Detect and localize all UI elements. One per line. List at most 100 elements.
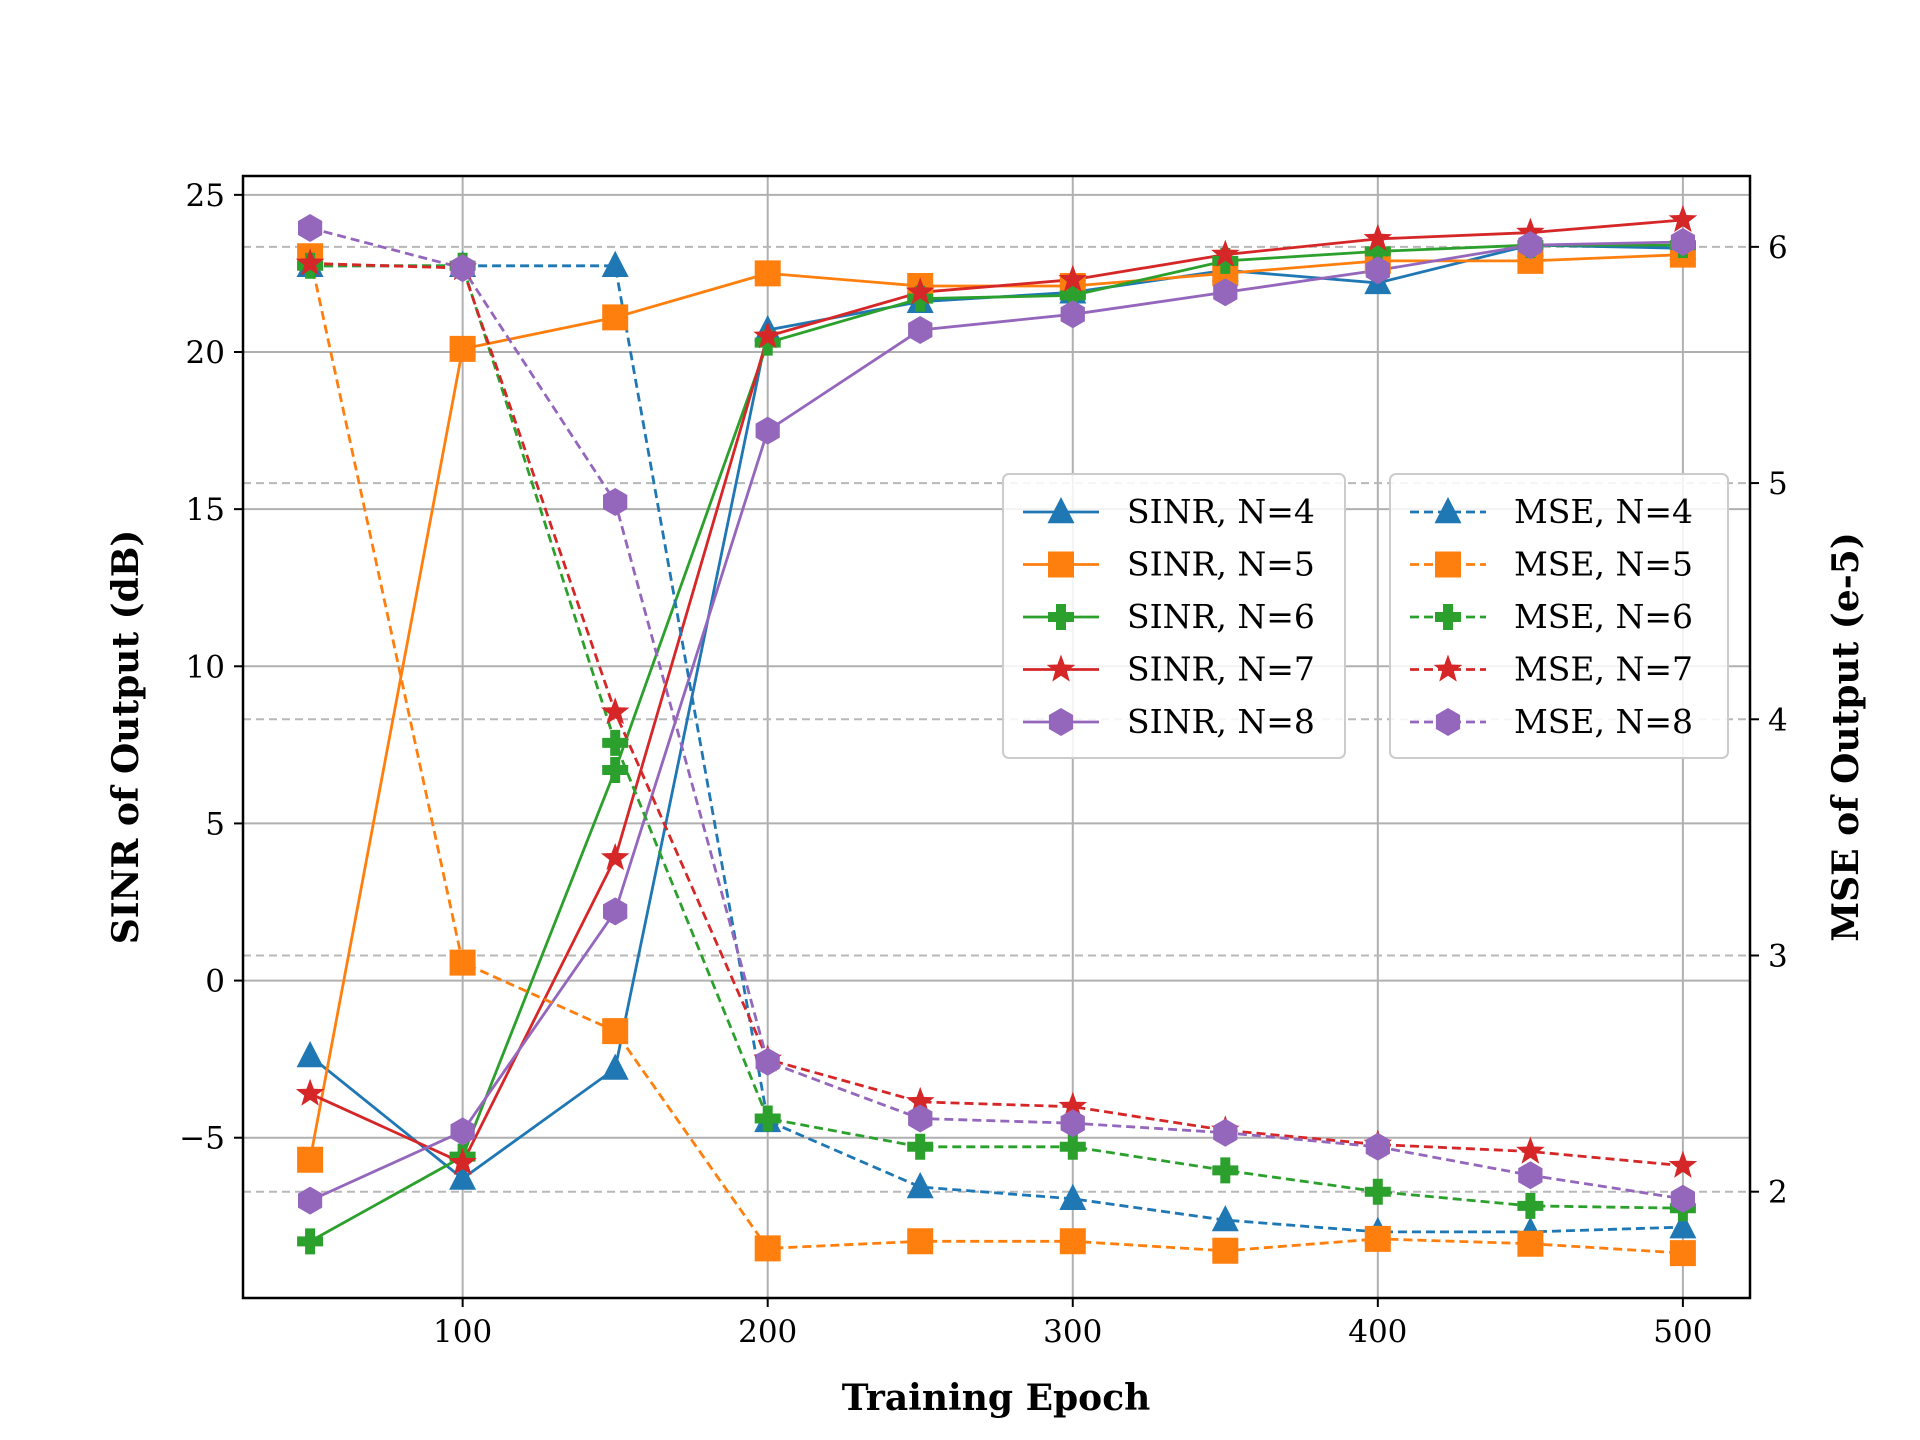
data-point-mse-n-5 — [1059, 1228, 1086, 1255]
axis-ticks: 100 200 300 400 500 25 20 15 10 5 0 −5 6 5 4 3 2 — [179, 178, 1787, 1350]
legend-label-sinr-n-8: SINR, N=8 — [1127, 702, 1315, 741]
left-y-tick-label: 15 — [186, 492, 225, 528]
data-point-mse-n-8 — [1060, 1109, 1085, 1138]
data-point-sinr-n-7 — [1668, 205, 1698, 233]
data-point-mse-n-4 — [1669, 1212, 1697, 1239]
data-point-mse-n-5 — [449, 949, 476, 976]
series-line-sinr-n-8 — [309, 240, 1683, 1202]
data-point-sinr-n-8 — [1670, 228, 1695, 256]
right-y-tick-label: 5 — [1768, 466, 1788, 502]
data-point-mse-n-8 — [908, 1104, 933, 1133]
data-point-mse-n-7 — [906, 1086, 935, 1115]
data-point-mse-n-8 — [1213, 1118, 1238, 1147]
series-line-mse-n-8 — [309, 226, 1684, 1201]
series-line-mse-n-7 — [310, 262, 1684, 1168]
data-point-sinr-n-7 — [753, 321, 782, 349]
data-point-mse-n-4 — [601, 250, 629, 277]
x-tick-label: 300 — [1043, 1314, 1102, 1350]
data-point-sinr-n-8 — [1518, 231, 1543, 260]
data-point-sinr-n-5 — [754, 260, 781, 287]
data-point-sinr-n-8 — [603, 897, 628, 926]
plot-frame — [241, 174, 1752, 1300]
data-point-mse-n-8 — [603, 488, 628, 516]
data-point-mse-n-5 — [907, 1228, 934, 1255]
series-lines — [308, 218, 1684, 1255]
data-point-mse-n-5 — [1212, 1237, 1239, 1264]
data-point-mse-n-8 — [1365, 1132, 1390, 1161]
right-y-tick-label: 3 — [1768, 938, 1788, 974]
data-point-sinr-n-4 — [601, 1053, 629, 1080]
data-point-mse-n-6 — [907, 1133, 934, 1160]
legend-marker-sinr-n-8 — [1048, 708, 1074, 736]
right-y-axis-title: MSE of Output (e-5) — [1825, 532, 1867, 941]
data-point-mse-n-8 — [450, 254, 475, 283]
series-line-mse-n-5 — [308, 256, 1683, 1255]
x-tick-label: 200 — [738, 1314, 797, 1350]
x-axis-title: Training Epoch — [842, 1377, 1151, 1419]
left-y-tick-label: 25 — [186, 178, 225, 214]
legend-label-mse-n-5: MSE, N=5 — [1514, 545, 1693, 584]
data-point-mse-n-4 — [906, 1172, 934, 1199]
data-point-sinr-n-6 — [907, 285, 934, 312]
data-point-sinr-n-8 — [755, 416, 780, 445]
data-point-sinr-n-7 — [1211, 239, 1240, 267]
data-point-sinr-n-7 — [906, 277, 935, 305]
legend-marker-sinr-n-6 — [1048, 604, 1074, 630]
data-point-sinr-n-8 — [1213, 278, 1238, 307]
series-line-sinr-n-6 — [309, 243, 1683, 1243]
right-y-tick-label: 2 — [1768, 1175, 1788, 1211]
data-point-sinr-n-5 — [449, 335, 476, 362]
data-point-sinr-n-6 — [1059, 282, 1086, 309]
data-point-sinr-n-6 — [297, 1228, 324, 1255]
data-point-mse-n-5 — [1364, 1225, 1391, 1252]
legend-marker-sinr-n-7 — [1046, 654, 1076, 682]
data-point-sinr-n-6 — [1364, 238, 1391, 265]
legend-label-sinr-n-7: SINR, N=7 — [1127, 650, 1315, 689]
data-point-sinr-n-4 — [449, 1163, 477, 1190]
data-point-sinr-n-7 — [600, 843, 630, 871]
legend-label-mse-n-6: MSE, N=6 — [1514, 597, 1693, 636]
data-point-mse-n-7 — [1668, 1150, 1698, 1178]
x-tick-label: 400 — [1348, 1314, 1407, 1350]
data-point-mse-n-6 — [1059, 1133, 1086, 1160]
data-point-mse-n-7 — [295, 248, 325, 276]
data-point-mse-n-5 — [1517, 1230, 1544, 1257]
data-point-mse-n-5 — [754, 1235, 781, 1262]
data-point-sinr-n-8 — [1365, 256, 1390, 285]
series-line-mse-n-6 — [310, 264, 1683, 1210]
legend-marker-mse-n-6 — [1435, 604, 1461, 630]
legend-mse-box — [1389, 473, 1729, 759]
legend-marker-mse-n-5 — [1435, 551, 1461, 578]
data-point-mse-n-6 — [1517, 1192, 1544, 1219]
legend-marker-mse-n-4 — [1434, 497, 1462, 524]
legend-label-sinr-n-4: SINR, N=4 — [1127, 492, 1315, 531]
data-point-mse-n-7 — [600, 697, 630, 725]
x-tick-label: 500 — [1653, 1314, 1712, 1350]
data-point-mse-n-7 — [1058, 1091, 1087, 1119]
data-point-mse-n-8 — [1518, 1161, 1543, 1190]
data-point-sinr-n-8 — [450, 1117, 475, 1146]
data-point-mse-n-8 — [1670, 1184, 1695, 1213]
data-point-mse-n-7 — [1516, 1136, 1545, 1164]
data-point-mse-n-5 — [602, 1018, 629, 1045]
data-point-sinr-n-8 — [908, 316, 933, 344]
data-point-mse-n-4 — [1211, 1205, 1239, 1232]
legend: SINR, N=4 SINR, N=5 SINR, N=6 SINR, N=7 SINR… — [1002, 473, 1729, 759]
data-point-mse-n-6 — [1364, 1178, 1391, 1205]
right-y-tick-label: 4 — [1768, 702, 1788, 738]
data-point-mse-n-8 — [755, 1047, 780, 1076]
left-y-tick-label: 0 — [205, 964, 225, 1000]
legend-label-mse-n-8: MSE, N=8 — [1514, 702, 1693, 741]
data-point-sinr-n-7 — [1363, 223, 1393, 251]
data-point-mse-n-6 — [1212, 1157, 1239, 1184]
left-y-tick-label: 5 — [205, 806, 225, 842]
data-point-mse-n-8 — [298, 214, 323, 242]
data-point-sinr-n-6 — [602, 757, 629, 783]
data-point-sinr-n-7 — [1058, 264, 1087, 292]
data-point-sinr-n-8 — [298, 1186, 323, 1215]
legend-marker-mse-n-8 — [1435, 708, 1461, 736]
left-y-axis-title: SINR of Output (dB) — [105, 530, 147, 945]
series-line-mse-n-4 — [310, 264, 1683, 1234]
data-point-sinr-n-5 — [602, 304, 629, 331]
